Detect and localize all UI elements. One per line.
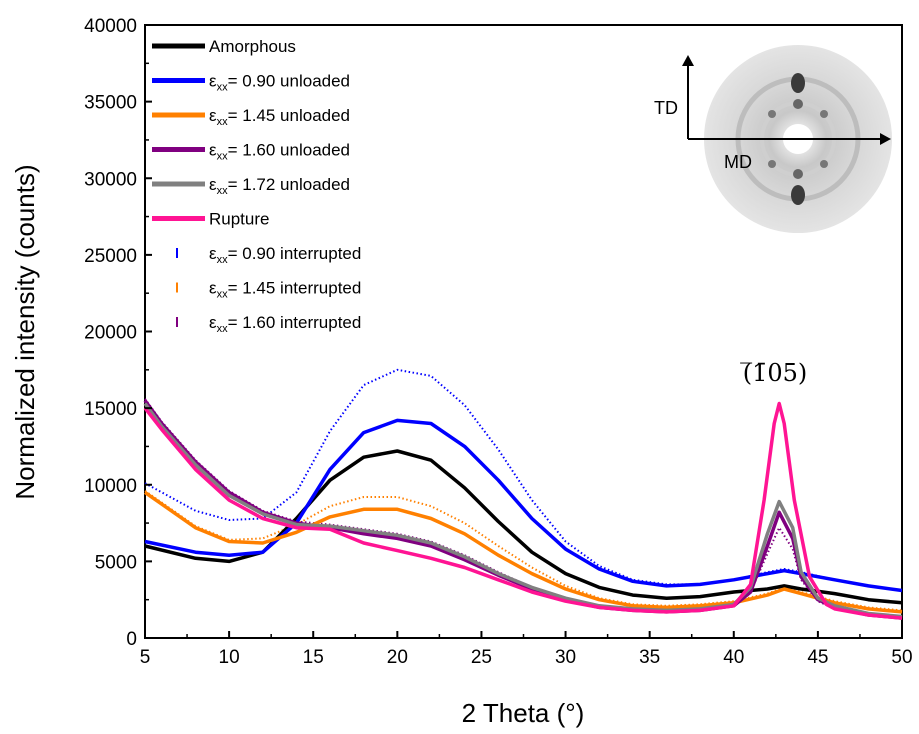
x-tick-label: 35 (639, 647, 660, 668)
y-tick-label: 25000 (84, 246, 137, 267)
legend-label: εxx= 1.60 unloaded (209, 141, 350, 163)
series-line-5 (143, 401, 903, 620)
x-tick-label: 50 (891, 647, 912, 668)
x-tick-label: 5 (140, 647, 151, 668)
legend-label: εxx= 1.45 unloaded (209, 106, 350, 128)
inset-td-arrowhead (682, 55, 694, 66)
legend: Amorphous εxx= 0.90 unloaded εxx= 1.45 unl… (152, 37, 361, 335)
x-tick-label: 45 (807, 647, 828, 668)
legend-label: Rupture (209, 210, 269, 229)
plot-area: 5 10 15 20 25 30 35 40 45 50 0 5000 10000 15000 20000 2… (84, 16, 912, 668)
inset-reflection-top (793, 99, 803, 109)
inset-md-label: MD (724, 152, 752, 172)
y-tick-label: 10000 (84, 476, 137, 497)
y-tick-label: 30000 (84, 169, 137, 190)
inset-reflection-top (791, 73, 805, 93)
legend-label: Amorphous (209, 37, 296, 56)
x-tick-label: 15 (303, 647, 324, 668)
y-tick-label: 15000 (84, 399, 137, 420)
y-tick-label: 40000 (84, 16, 137, 37)
ticks-layer: 5 10 15 20 25 30 35 40 45 50 0 5000 10000 15000 20000 2… (84, 16, 912, 668)
inset-reflection-side (820, 160, 828, 168)
x-tick-label: 20 (387, 647, 408, 668)
peak-annotation: (̅1̄05) (740, 359, 807, 387)
series-layer (143, 368, 903, 620)
inset-reflection-side (768, 110, 776, 118)
y-tick-label: 5000 (95, 552, 137, 573)
inset-reflection-bottom (793, 169, 803, 179)
y-axis-title: Normalized intensity (counts) (10, 164, 40, 499)
y-tick-label: 35000 (84, 93, 137, 114)
inset-td-label: TD (654, 98, 678, 118)
inset-reflection-bottom (791, 185, 805, 205)
series-line-6 (144, 368, 903, 592)
inset-reflection-side (768, 160, 776, 168)
x-tick-label: 30 (555, 647, 576, 668)
x-tick-label: 25 (471, 647, 492, 668)
inset-reflection-side (820, 110, 828, 118)
inset-md-arrowhead (880, 133, 891, 145)
y-tick-label: 0 (126, 629, 137, 650)
legend-label: εxx= 0.90 interrupted (209, 244, 361, 266)
x-axis-title: 2 Theta (°) (462, 698, 585, 728)
legend-label: εxx= 1.60 interrupted (209, 313, 361, 335)
series-line-4 (143, 402, 903, 619)
legend-label: εxx= 1.45 interrupted (209, 279, 361, 301)
series-line-2 (143, 490, 903, 614)
legend-label: εxx= 0.90 unloaded (209, 72, 350, 94)
inset-diffraction-pattern: TD MD (654, 45, 892, 233)
y-tick-label: 20000 (84, 323, 137, 344)
legend-label: εxx= 1.72 unloaded (209, 175, 350, 197)
x-tick-label: 40 (723, 647, 744, 668)
x-tick-label: 10 (219, 647, 240, 668)
